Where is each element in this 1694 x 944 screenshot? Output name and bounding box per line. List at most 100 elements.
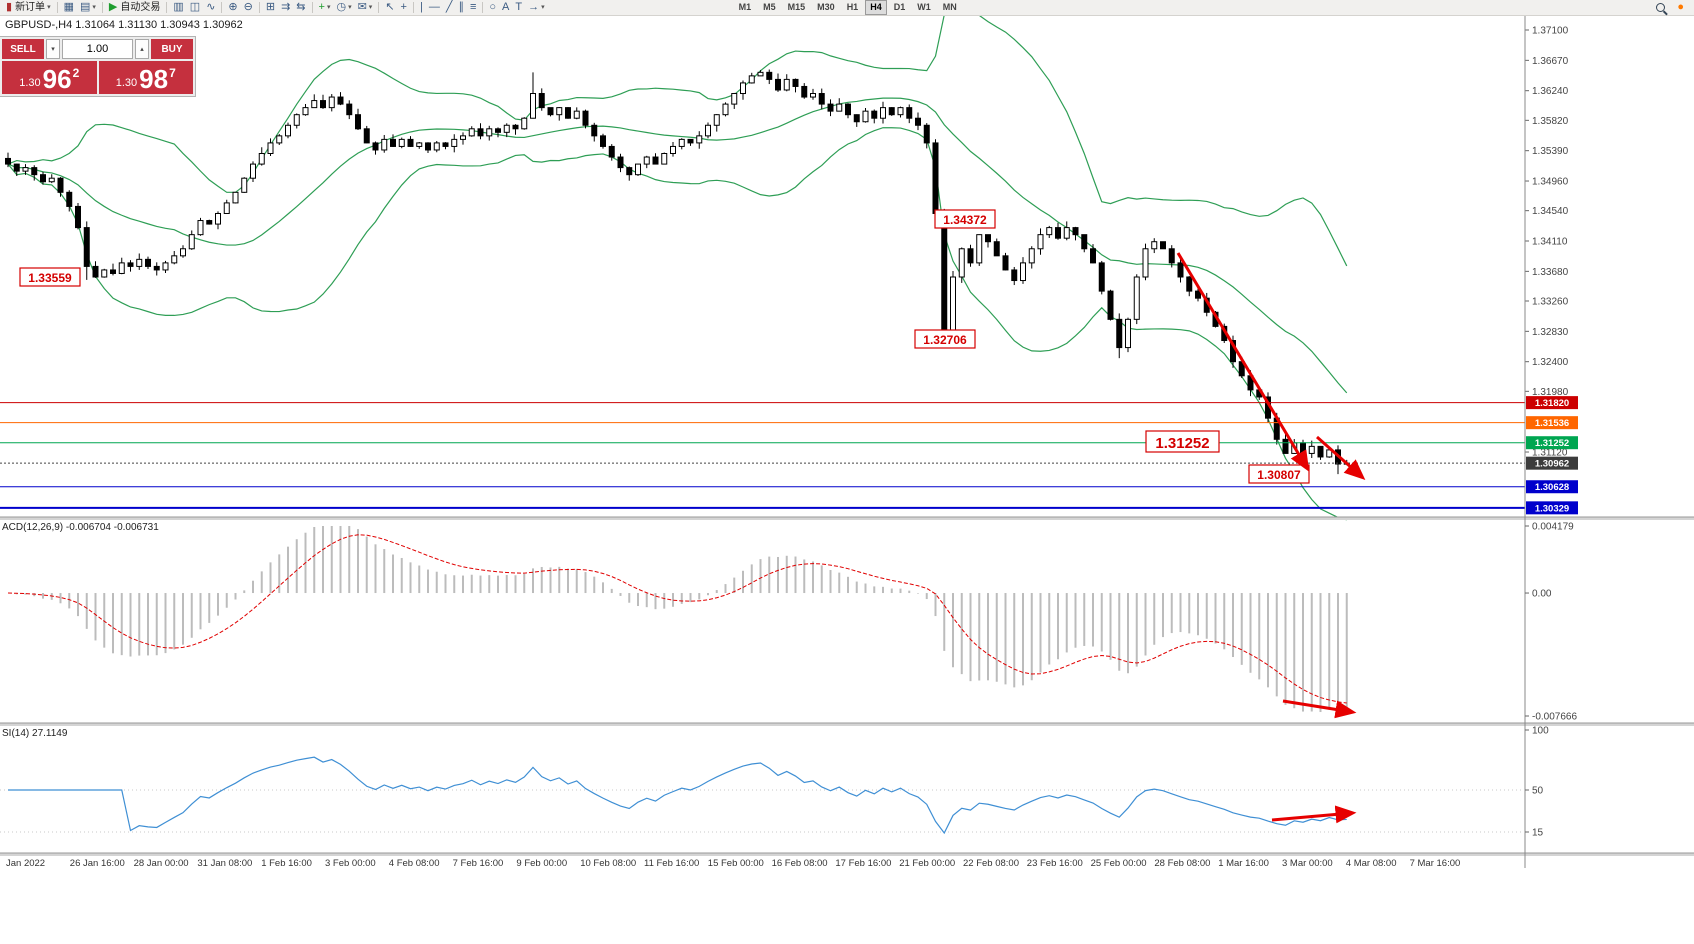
price-tick-label: 1.32400 bbox=[1532, 357, 1569, 368]
new-order-button[interactable]: ▮ 新订单 ▾ bbox=[4, 1, 53, 15]
time-label: 1 Feb 16:00 bbox=[261, 858, 312, 869]
trend-arrow[interactable] bbox=[1271, 805, 1357, 824]
price-callout[interactable] bbox=[914, 329, 976, 349]
chart-shift-icon[interactable]: ⇆ bbox=[294, 1, 307, 15]
tile-windows-icon[interactable]: ⊞ bbox=[264, 1, 277, 15]
indicators-button[interactable]: + ▾ bbox=[317, 1, 333, 15]
candle-body bbox=[206, 220, 213, 225]
buy-price-button[interactable]: 1.30 98 7 bbox=[98, 61, 193, 94]
candle-body bbox=[57, 177, 64, 193]
zoom-in-icon: ⊕ bbox=[228, 1, 238, 13]
candle-body bbox=[127, 262, 134, 267]
candle-body bbox=[985, 234, 991, 243]
timeframe-m15[interactable]: M15 bbox=[787, 2, 806, 12]
bar-chart-icon: ▥ bbox=[173, 1, 184, 13]
timeframe-m30[interactable]: M30 bbox=[817, 2, 835, 12]
text-label-icon[interactable]: T bbox=[513, 1, 524, 15]
panel-separator[interactable] bbox=[0, 723, 1694, 726]
horizontal-line-icon[interactable]: — bbox=[427, 1, 442, 15]
candle-body bbox=[442, 142, 449, 147]
arrows-icon-caret: ▾ bbox=[541, 4, 545, 11]
candle-body bbox=[75, 205, 81, 229]
candlesticks bbox=[5, 69, 1350, 475]
panel-separator[interactable] bbox=[0, 853, 1694, 856]
zoom-in-icon[interactable]: ⊕ bbox=[226, 1, 239, 15]
arrows-icon[interactable]: → ▾ bbox=[526, 1, 547, 15]
annotations[interactable]: 1.33559 1.34372 1.32706 1.31252 1.30807 bbox=[19, 209, 1366, 824]
candle-body bbox=[573, 110, 580, 119]
shapes-icon[interactable]: ○ bbox=[487, 1, 498, 15]
templates-button[interactable]: ✉ ▾ bbox=[356, 1, 375, 15]
text-icon[interactable]: A bbox=[500, 1, 511, 15]
profiles-icon[interactable]: ▤ ▾ bbox=[78, 1, 98, 15]
fibonacci-icon[interactable]: ≡ bbox=[468, 1, 478, 15]
buy-button[interactable]: BUY bbox=[151, 39, 193, 59]
sell-button[interactable]: SELL bbox=[2, 39, 44, 59]
zoom-out-icon[interactable]: ⊖ bbox=[242, 1, 255, 15]
trend-arrow[interactable] bbox=[1282, 699, 1357, 719]
candle-body bbox=[1055, 227, 1061, 239]
alert-icon[interactable]: ● bbox=[1675, 1, 1686, 15]
candle-body bbox=[477, 128, 484, 137]
timeframe-m5[interactable]: M5 bbox=[763, 2, 776, 12]
vertical-line-icon: | bbox=[419, 1, 423, 13]
macd-axis-label: -0.007666 bbox=[1532, 712, 1577, 723]
timeframe-h1[interactable]: H1 bbox=[846, 2, 859, 12]
auto-trading-button[interactable]: ▶ 自动交易 bbox=[107, 1, 162, 15]
periods-button[interactable]: ◷ ▾ bbox=[334, 1, 353, 15]
profiles-icon-caret: ▾ bbox=[92, 4, 96, 11]
candle-body bbox=[521, 117, 528, 130]
price-tick-label: 1.36240 bbox=[1532, 86, 1569, 97]
vertical-line-icon[interactable]: | bbox=[418, 1, 425, 15]
price-callout[interactable] bbox=[934, 209, 996, 229]
horizontal-lines[interactable] bbox=[0, 402, 1525, 509]
candle-body bbox=[1037, 234, 1044, 250]
trend-arrow[interactable] bbox=[1316, 435, 1366, 480]
crosshair-icon[interactable]: + bbox=[399, 1, 409, 15]
cursor-icon[interactable]: ↖ bbox=[383, 1, 396, 15]
candle-body bbox=[538, 93, 545, 109]
macd-signal-line bbox=[7, 534, 1347, 704]
panel-separator[interactable] bbox=[0, 517, 1694, 520]
time-label: 3 Mar 00:00 bbox=[1282, 858, 1333, 869]
channel-icon[interactable]: ∥ bbox=[456, 1, 466, 15]
charts-window-icon[interactable]: ▦ bbox=[62, 1, 76, 15]
candle-body bbox=[48, 177, 55, 183]
candle-body bbox=[425, 142, 431, 151]
price-callout[interactable] bbox=[1145, 430, 1220, 453]
sell-price-button[interactable]: 1.30 96 2 bbox=[2, 61, 97, 94]
bar-chart-icon[interactable]: ▥ bbox=[171, 1, 185, 15]
line-chart-icon[interactable]: ∿ bbox=[204, 1, 217, 15]
price-callout[interactable] bbox=[19, 267, 81, 287]
sell-dropdown-button[interactable]: ▾ bbox=[46, 39, 60, 59]
price-badge-label: 1.31536 bbox=[1535, 418, 1569, 429]
candle-body bbox=[1107, 290, 1114, 320]
trendline-icon[interactable]: ╱ bbox=[444, 1, 455, 15]
candle-body bbox=[267, 142, 274, 155]
timeframe-w1[interactable]: W1 bbox=[917, 2, 931, 12]
auto-scroll-icon[interactable]: ⇉ bbox=[279, 1, 292, 15]
timeframe-mn[interactable]: MN bbox=[942, 2, 957, 12]
candle-body bbox=[1020, 262, 1026, 282]
auto-trading-button-label: 自动交易 bbox=[120, 2, 161, 13]
time-label: 23 Feb 16:00 bbox=[1027, 858, 1083, 869]
candle-body bbox=[652, 156, 659, 165]
sell-price-big: 96 bbox=[42, 64, 72, 94]
candlestick-chart-icon[interactable]: ◫ bbox=[188, 1, 202, 15]
timeframe-m1[interactable]: M1 bbox=[738, 2, 752, 12]
buy-price-sup: 7 bbox=[169, 66, 176, 80]
candle-body bbox=[643, 156, 650, 165]
timeframe-d1[interactable]: D1 bbox=[893, 2, 906, 12]
candle-body bbox=[915, 117, 921, 126]
trend-arrow[interactable] bbox=[1176, 252, 1310, 472]
candle-body bbox=[1326, 449, 1333, 458]
search-icon[interactable] bbox=[1656, 3, 1666, 12]
toolbar-separator bbox=[482, 2, 484, 13]
search-icon[interactable] bbox=[1654, 1, 1667, 15]
candle-body bbox=[827, 103, 834, 112]
volume-input[interactable]: 1.00 bbox=[62, 39, 133, 59]
volume-up-button[interactable]: ▴ bbox=[135, 39, 149, 59]
timeframe-h4[interactable]: H4 bbox=[865, 0, 887, 15]
candlestick-chart-icon: ◫ bbox=[189, 1, 201, 13]
